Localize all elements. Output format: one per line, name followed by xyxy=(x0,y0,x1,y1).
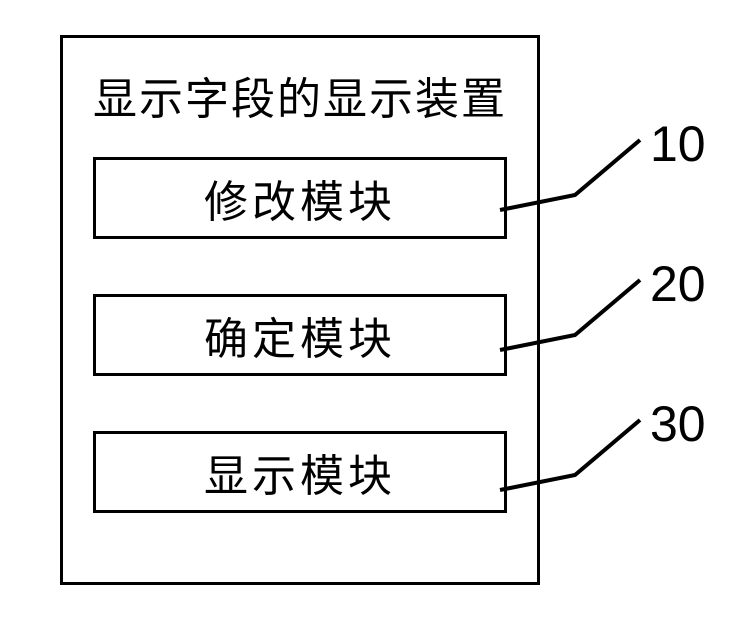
diagram-title: 显示字段的显示装置 xyxy=(93,63,507,127)
reference-number-20: 20 xyxy=(650,255,706,313)
module-label: 修改模块 xyxy=(204,166,396,230)
module-box-determine: 确定模块 xyxy=(93,294,507,376)
module-label: 显示模块 xyxy=(204,440,396,504)
reference-number-30: 30 xyxy=(650,395,706,453)
device-container: 显示字段的显示装置 修改模块 确定模块 显示模块 xyxy=(60,35,540,585)
module-label: 确定模块 xyxy=(204,303,396,367)
module-box-modify: 修改模块 xyxy=(93,157,507,239)
module-box-display: 显示模块 xyxy=(93,431,507,513)
reference-number-10: 10 xyxy=(650,115,706,173)
